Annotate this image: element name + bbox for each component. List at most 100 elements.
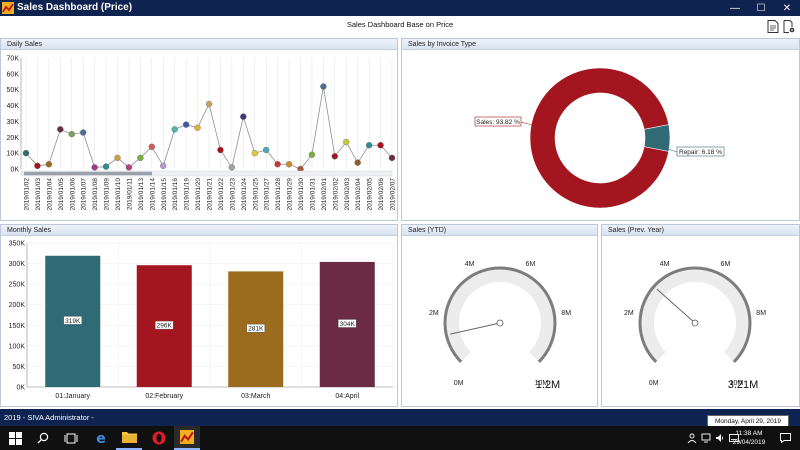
gauge-rim [638,266,752,363]
y-tick-label: 250K [9,282,26,289]
data-point [205,100,213,108]
y-tick-label: 30K [7,119,20,126]
edge-browser-button[interactable]: e [88,426,114,450]
gauge-tick-label: 10M [535,380,549,387]
x-tick-label: 2019/01/06 [69,178,76,211]
y-tick-label: 20K [7,135,20,142]
invoice-type-panel: Sales by Invoice Type Sales: 93.82 % Repa… [401,38,800,221]
bar-label-box [338,319,357,328]
x-tick-label: 2019/01/30 [298,178,305,211]
close-button[interactable]: ✕ [782,2,792,14]
pie-label-sales: Sales: 93.82 % [476,119,520,126]
x-tick-label: 2019/01/04 [46,178,53,211]
file-explorer-button[interactable] [116,426,142,450]
dashboard-title: Sales Dashboard Base on Price [346,20,454,29]
x-tick-label: 2019/01/27 [264,178,271,211]
data-point [137,154,144,162]
task-view-button[interactable] [58,426,84,450]
minimize-button[interactable]: — [730,2,740,14]
tray-keyboard-button[interactable] [728,426,740,450]
x-tick-label: 2019/02/07 [390,178,397,211]
data-point [34,162,41,169]
monthly-sales-chart: 350K 300K 250K 200K 150K 100K 50K 0K 319K 01:Janu… [9,241,394,400]
x-tick-label: 2019/01/23 [229,178,236,211]
gauge-tick-label: 2M [624,310,634,317]
start-button[interactable] [0,426,30,450]
data-point [182,121,190,128]
data-point [388,154,396,162]
opera-icon [152,431,166,445]
tray-volume-button[interactable] [714,426,726,450]
x-tick-label: 2019/01/24 [241,178,248,211]
x-tick-label: 2019/02/03 [344,178,351,211]
tray-network-button[interactable] [700,426,712,450]
x-tick-label: 02:February [145,393,183,400]
data-point [331,153,338,160]
opera-browser-button[interactable] [146,426,172,450]
tray-people-button[interactable] [686,426,698,450]
x-tick-label: 2019/02/04 [355,178,362,211]
data-point [148,143,155,150]
network-icon [701,433,711,443]
y-tick-label: 70K [7,56,20,63]
x-tick-label: 2019/01/09 [104,178,111,211]
x-tick-label: 2019/01/10 [115,178,122,211]
data-point [274,161,281,168]
data-point [343,138,350,146]
bar-label: 281K [248,326,264,333]
monthly-sales-panel: Monthly Sales 350K 300K 250K 200K 150K 100K 50… [0,224,398,407]
label-leader [667,148,678,153]
prev-year-sales-panel: Sales (Prev. Year) 0M 2M 4M 6M 8M 10M 3.21M [601,224,800,407]
x-tick-label: 2019/01/05 [58,178,65,211]
x-tick-label: 2019/01/21 [207,178,214,211]
bar-label: 319K [65,318,81,325]
taskbar-clock[interactable]: 11:38 AM 29/04/2019 [728,429,770,447]
y-tick-label: 200K [9,302,26,309]
data-point [354,159,361,166]
panel-title: Sales (Prev. Year) [602,225,799,236]
data-point [68,130,75,138]
people-icon [687,433,697,443]
search-icon [37,432,49,444]
invoice-type-chart: Sales: 93.82 % Repair: 6.18 % [474,67,725,209]
x-tick-label: 2019/01/11 [126,178,133,210]
maximize-button[interactable]: ☐ [756,2,766,14]
notifications-button[interactable] [776,426,794,450]
bar-label: 304K [340,321,356,328]
dashboard-app-button[interactable] [174,426,200,450]
gauge-tick-label: 0M [649,380,659,387]
taskbar: e [0,426,800,450]
data-point [114,154,121,162]
status-bar: 2019 - SIVA Administrator - [0,409,800,426]
bar-label-box [246,323,265,333]
x-tick-label: 2019/01/03 [35,178,42,211]
data-point [365,142,373,149]
settings-document-icon[interactable] [783,20,795,33]
data-point [217,146,224,154]
label-box [676,146,725,157]
x-tick-label: 2019/02/01 [321,178,328,211]
data-point [285,161,293,168]
export-document-icon[interactable] [767,20,779,33]
svg-text:e: e [96,431,106,445]
search-button[interactable] [30,426,56,450]
daily-sales-panel: Daily Sales 70K 60K 50K 40K 30K 20K 10K 0K 2019/… [0,38,398,221]
x-tick-label: 2019/01/08 [92,178,99,211]
pie-slice [529,67,670,209]
window-title: Sales Dashboard (Price) [17,2,133,13]
data-point [102,163,110,170]
x-tick-label: 04:April [335,393,359,400]
clock-time: 11:38 AM [735,430,763,437]
y-tick-label: 50K [7,87,20,94]
gauge-tick-label: 8M [561,310,571,317]
dashboard-header: Sales Dashboard Base on Price [0,16,800,38]
gauge-rim [443,266,557,363]
panel-title: Monthly Sales [1,225,397,236]
windows-icon [8,431,22,445]
chart-scrollbar [20,170,393,177]
x-tick-label: 2019/01/19 [184,178,191,211]
app-logo-icon [2,2,14,14]
gauge-needle [656,288,696,324]
y-tick-label: 350K [9,241,26,248]
